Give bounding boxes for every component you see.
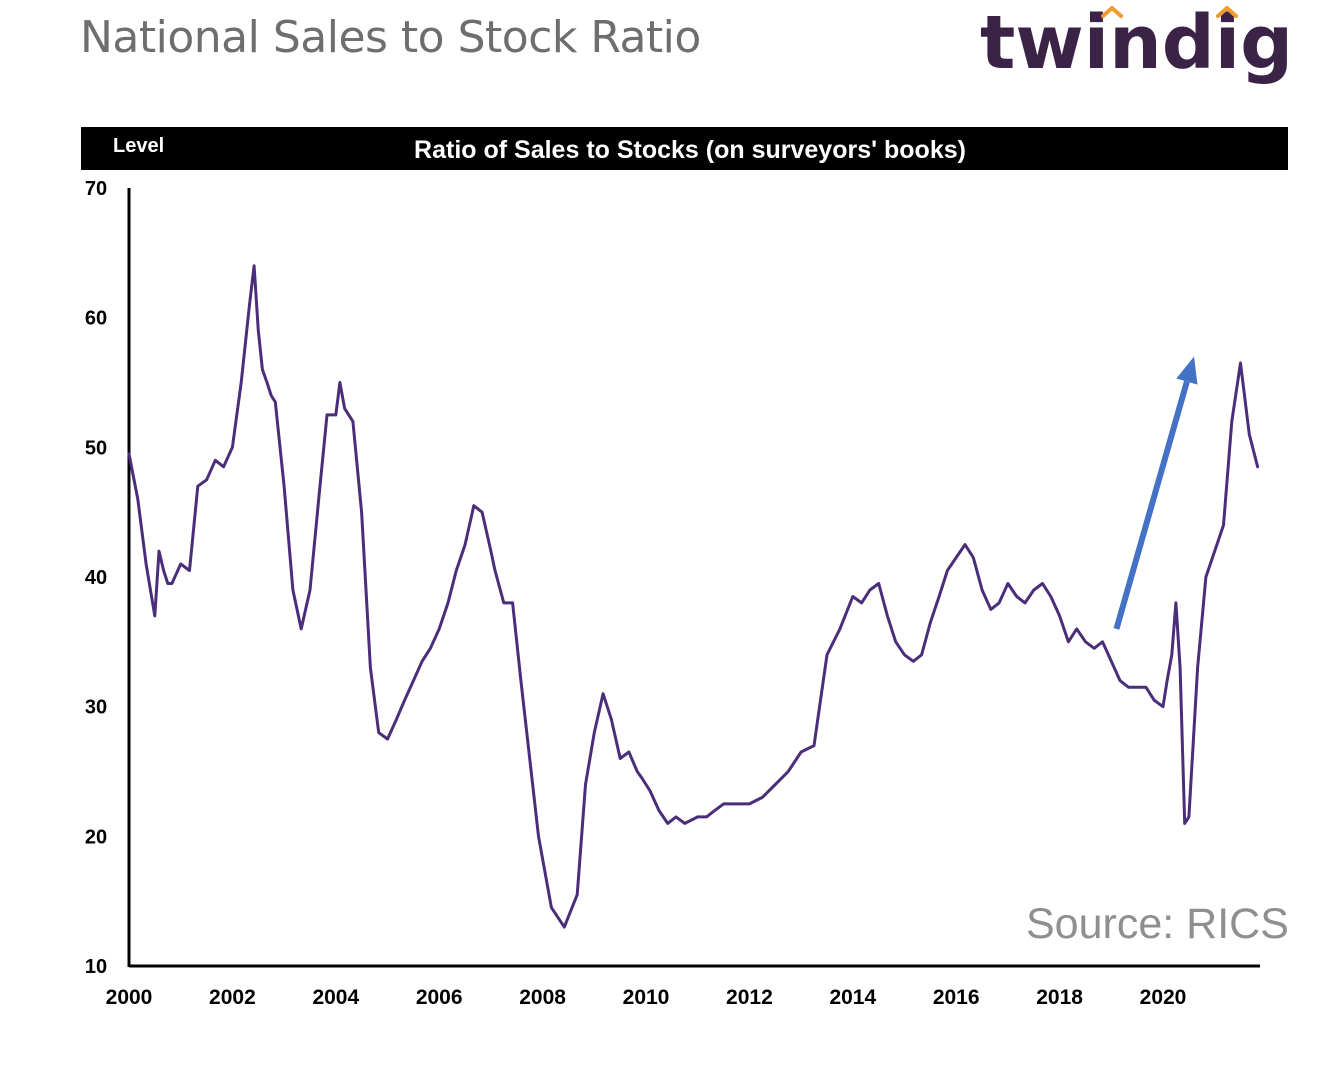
x-tick-label-2002: 2002 xyxy=(209,986,256,1009)
y-tick-label-30: 30 xyxy=(85,697,107,719)
x-tick-label-2010: 2010 xyxy=(623,986,670,1009)
logo-roof-accent-2 xyxy=(1216,6,1238,18)
x-tick-label-2006: 2006 xyxy=(416,986,463,1009)
y-tick-label-10: 10 xyxy=(85,956,107,978)
page-title: National Sales to Stock Ratio xyxy=(80,12,701,63)
logo-wordmark: twindig xyxy=(980,0,1293,86)
y-tick-label-40: 40 xyxy=(85,567,107,589)
chart-annotations xyxy=(1113,356,1198,630)
x-tick-label-2008: 2008 xyxy=(519,986,566,1009)
x-tick-label-2012: 2012 xyxy=(726,986,773,1009)
trend-arrow-head xyxy=(1176,356,1198,385)
y-tick-label-60: 60 xyxy=(85,308,107,330)
chart-title: Ratio of Sales to Stocks (on surveyors' … xyxy=(414,136,966,164)
x-tick-label-2014: 2014 xyxy=(829,986,876,1009)
x-tick-label-2020: 2020 xyxy=(1140,986,1187,1009)
logo-roof-accent xyxy=(1101,6,1123,18)
y-tick-label-50: 50 xyxy=(85,437,107,459)
y-tick-label-70: 70 xyxy=(85,178,107,200)
x-tick-label-2000: 2000 xyxy=(106,986,153,1009)
trend-arrow-shaft xyxy=(1113,380,1190,630)
chart-header-band xyxy=(81,127,1288,170)
twindig-logo: twindig xyxy=(980,0,1293,86)
x-tick-label-2016: 2016 xyxy=(933,986,980,1009)
x-tick-label-2018: 2018 xyxy=(1036,986,1083,1009)
x-tick-labels: 2000 2002 2004 2006 2008 2010 2012 2014 2016 2018… xyxy=(106,986,1187,1009)
source-note: Source: RICS xyxy=(1026,900,1289,948)
y-axis-label: Level xyxy=(113,135,164,157)
y-tick-label-20: 20 xyxy=(85,826,107,848)
series-line-sales-to-stocks xyxy=(127,264,1260,929)
y-tick-labels: 10 20 30 40 50 60 70 xyxy=(85,178,107,978)
x-tick-label-2004: 2004 xyxy=(312,986,359,1009)
